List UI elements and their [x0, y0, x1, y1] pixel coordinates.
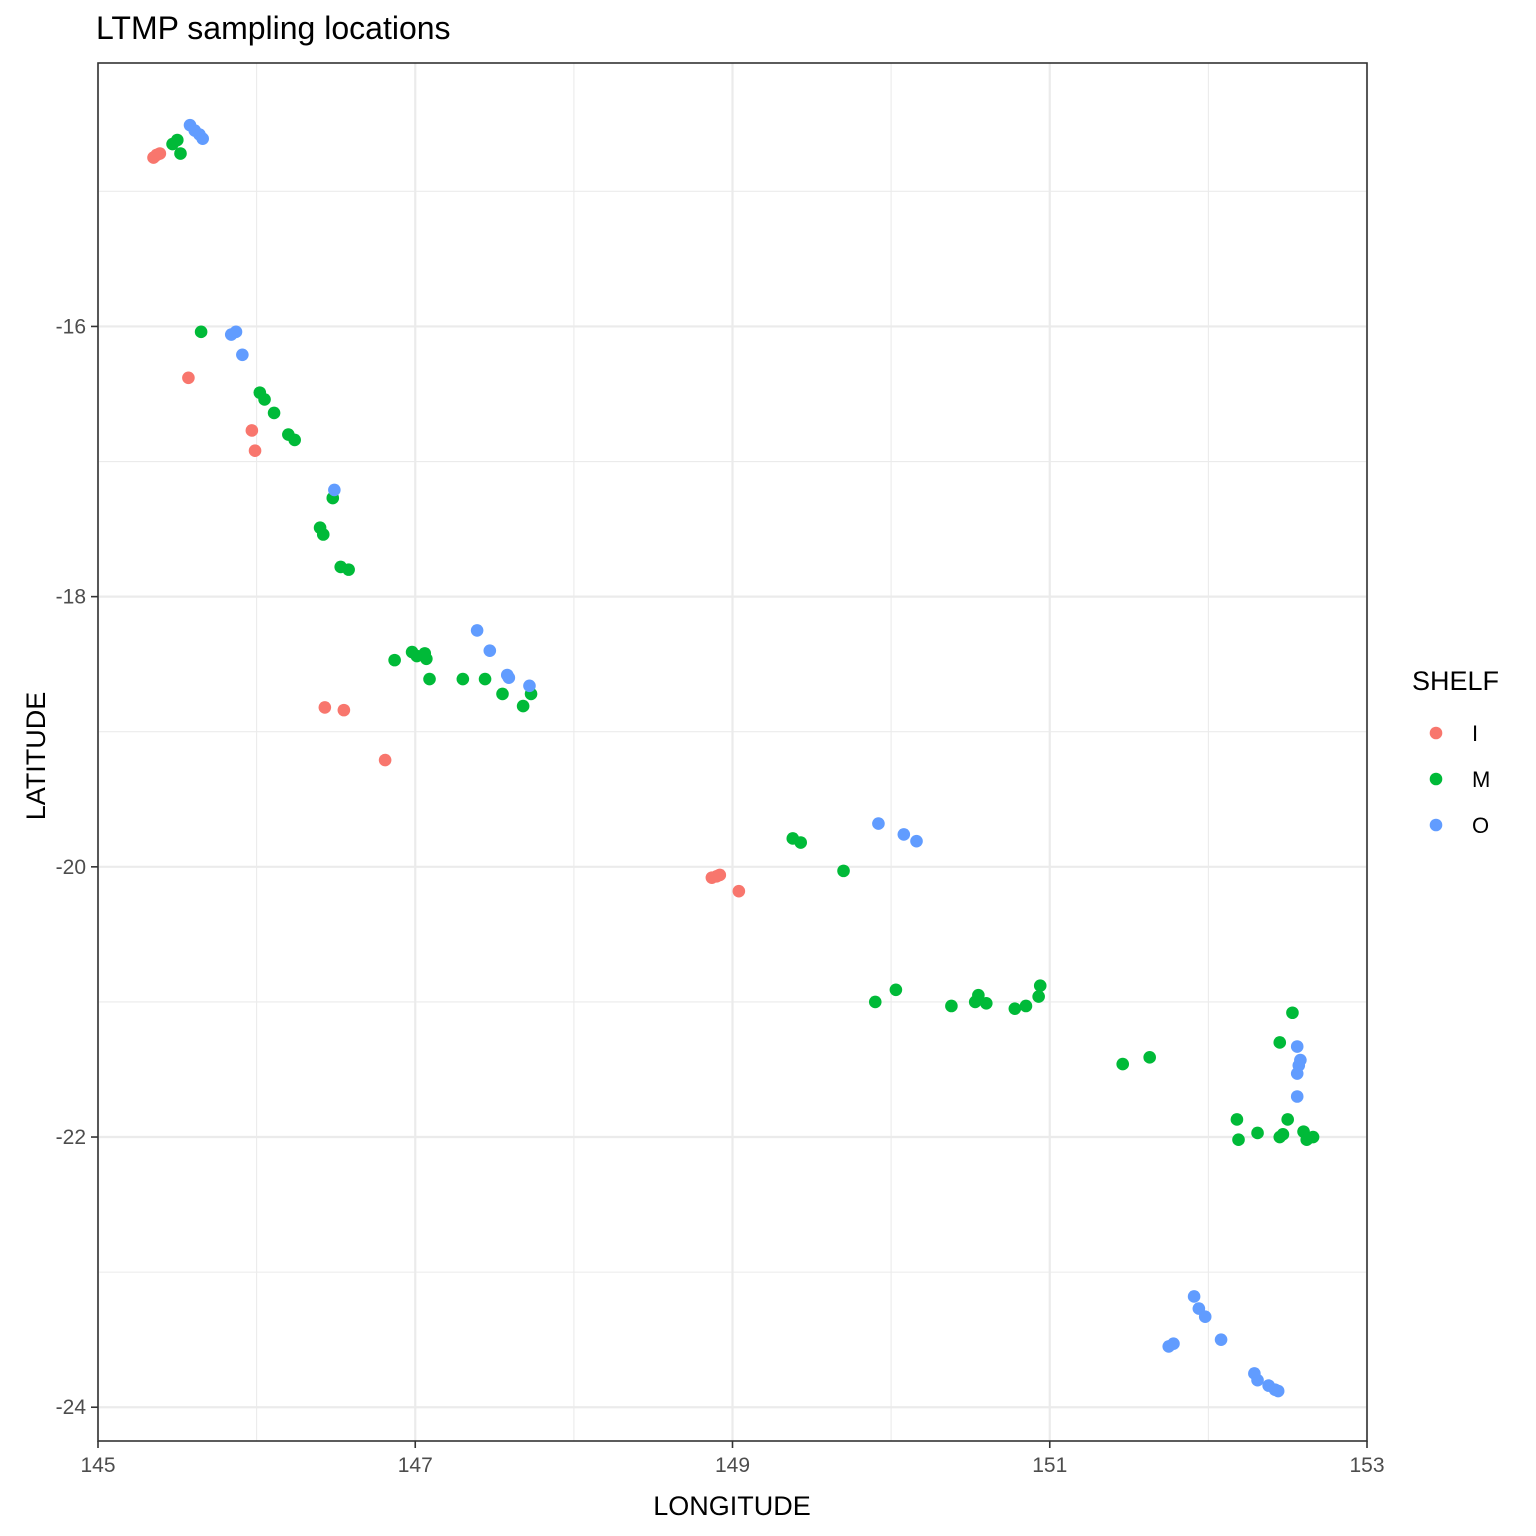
- data-point-M: [1281, 1113, 1294, 1126]
- data-point-M: [423, 672, 436, 686]
- y-tick-label: -16: [56, 315, 86, 338]
- data-point-M: [1273, 1036, 1287, 1049]
- data-point-M: [889, 983, 903, 997]
- data-point-M: [837, 864, 850, 878]
- x-tick-label: 153: [1349, 1454, 1384, 1477]
- x-tick-label: 149: [715, 1454, 750, 1477]
- data-point-M: [1251, 1126, 1264, 1140]
- data-point-O: [1290, 1090, 1304, 1103]
- data-point-O: [1251, 1373, 1264, 1387]
- data-point-M: [267, 406, 281, 420]
- data-point-I: [248, 444, 262, 458]
- y-axis: -24 -22 -20 -18 -16: [56, 315, 98, 1419]
- x-tick-label: 145: [80, 1454, 115, 1477]
- legend: SHELF IMO: [1412, 666, 1499, 838]
- data-point-I: [713, 868, 727, 882]
- data-point-M: [496, 687, 509, 701]
- data-point-I: [378, 753, 392, 767]
- data-point-I: [318, 701, 332, 714]
- y-axis-title: LATITUDE: [21, 692, 51, 821]
- data-point-M: [1230, 1113, 1244, 1126]
- x-tick-label: 151: [1032, 1454, 1067, 1477]
- data-point-M: [1033, 979, 1047, 993]
- data-point-O: [1167, 1337, 1180, 1351]
- data-point-M: [1143, 1051, 1156, 1064]
- data-point-O: [236, 348, 249, 362]
- data-point-M: [171, 133, 184, 147]
- data-point-I: [732, 884, 746, 898]
- data-point-M: [342, 563, 355, 576]
- data-point-O: [1271, 1384, 1285, 1398]
- data-point-M: [1232, 1133, 1245, 1147]
- data-point-O: [1290, 1067, 1304, 1080]
- major-gridlines: [96, 63, 1369, 1441]
- data-point-M: [1276, 1128, 1290, 1141]
- data-point-I: [182, 371, 195, 385]
- data-point-O: [1198, 1310, 1212, 1324]
- data-point-O: [470, 624, 484, 637]
- data-point-M: [388, 653, 401, 667]
- data-point-O: [328, 483, 341, 497]
- legend-label-M: M: [1472, 767, 1490, 792]
- data-point-I: [337, 703, 351, 717]
- data-point-O: [897, 828, 911, 841]
- data-point-O: [1214, 1333, 1228, 1346]
- y-tick-label: -24: [56, 1396, 87, 1419]
- data-point-M: [258, 393, 271, 406]
- data-point-O: [229, 325, 243, 339]
- data-point-O: [872, 817, 885, 830]
- data-point-M: [1286, 1006, 1299, 1020]
- legend-key-M: [1429, 772, 1443, 786]
- data-point-M: [1008, 1002, 1022, 1015]
- y-tick-label: -20: [56, 856, 86, 879]
- data-point-M: [972, 988, 985, 1002]
- data-point-M: [456, 672, 470, 686]
- data-point-I: [153, 147, 167, 160]
- data-point-O: [1187, 1290, 1201, 1303]
- data-point-M: [980, 996, 993, 1010]
- data-point-O: [910, 834, 923, 848]
- data-point-M: [194, 325, 208, 339]
- data-point-M: [174, 147, 187, 160]
- legend-label-O: O: [1472, 813, 1489, 838]
- data-point-M: [420, 652, 433, 666]
- legend-key-I: [1429, 726, 1443, 740]
- legend-label-I: I: [1472, 721, 1478, 746]
- data-point-M: [316, 528, 330, 541]
- data-point-O: [1290, 1040, 1304, 1053]
- data-point-M: [945, 999, 958, 1013]
- data-point-O: [483, 644, 497, 657]
- data-point-M: [794, 836, 808, 849]
- data-point-M: [1116, 1057, 1130, 1071]
- data-point-M: [478, 672, 492, 686]
- data-points: [147, 118, 1320, 1398]
- data-point-O: [502, 671, 516, 684]
- x-axis: 145 147 149 151 153: [80, 1441, 1385, 1477]
- y-tick-label: -22: [56, 1126, 86, 1149]
- legend-key-O: [1429, 818, 1443, 832]
- x-tick-label: 147: [398, 1454, 433, 1477]
- data-point-I: [245, 424, 259, 437]
- data-point-M: [1032, 990, 1045, 1003]
- y-tick-label: -18: [56, 586, 86, 609]
- chart-title: LTMP sampling locations: [96, 10, 451, 46]
- data-point-O: [196, 132, 209, 145]
- data-point-O: [523, 679, 536, 693]
- data-point-M: [288, 433, 301, 447]
- legend-title: SHELF: [1412, 666, 1499, 696]
- x-axis-title: LONGITUDE: [653, 1491, 811, 1521]
- data-point-M: [1019, 999, 1033, 1013]
- data-point-M: [1306, 1130, 1320, 1144]
- data-point-M: [868, 995, 882, 1009]
- data-point-M: [516, 699, 530, 713]
